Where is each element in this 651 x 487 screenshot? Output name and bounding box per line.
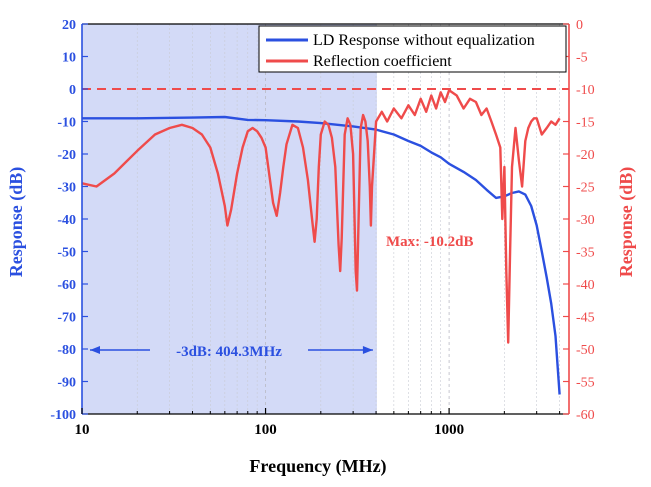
annotation-layer: -3dB: 404.3MHz Max: -10.2dB	[176, 234, 473, 360]
y-left-tick-label: 10	[62, 51, 76, 66]
legend-box	[258, 25, 567, 73]
y-left-tick-label: 0	[69, 83, 76, 98]
y-right-tick-label: -30	[576, 213, 595, 228]
bandwidth-arrow-right-head	[362, 346, 373, 354]
y-left-tick-label: -50	[57, 246, 76, 261]
y-left-tick-label: -20	[57, 148, 76, 163]
y-right-tick-label: -50	[576, 343, 595, 358]
y-left-tick-label: -70	[57, 311, 76, 326]
bandwidth-annotation: -3dB: 404.3MHz	[176, 344, 282, 360]
y-axis-right-title: Response (dB)	[616, 167, 637, 278]
y-right-tick-label: -55	[576, 376, 595, 391]
tick-layer: 20100-10-20-30-40-50-60-70-80-90-1000-5-…	[50, 18, 594, 438]
bandwidth-arrow-left-head	[90, 346, 100, 354]
y-right-tick-label: -60	[576, 408, 595, 423]
series-line-reflection	[81, 89, 561, 344]
y-right-tick-label: -20	[576, 148, 595, 163]
y-right-tick-label: -25	[576, 181, 595, 196]
y-left-tick-label: -60	[57, 278, 76, 293]
y-left-tick-label: -10	[57, 116, 76, 131]
max-annotation: Max: -10.2dB	[386, 234, 474, 250]
series-line-ld-response	[82, 115, 561, 395]
x-tick-label: 10	[75, 422, 90, 438]
y-right-tick-label: -10	[576, 83, 595, 98]
y-left-tick-label: -100	[50, 408, 76, 423]
y-right-tick-label: -15	[576, 116, 595, 131]
series-layer	[81, 88, 569, 395]
x-tick-label: 100	[254, 422, 277, 438]
y-left-tick-label: -90	[57, 376, 76, 391]
x-axis-title: Frequency (MHz)	[249, 456, 386, 477]
y-right-tick-label: -5	[576, 51, 588, 66]
y-right-tick-label: -35	[576, 246, 595, 261]
x-tick-label: 1000	[434, 422, 464, 438]
y-right-tick-label: -40	[576, 278, 595, 293]
bandwidth-arrow	[90, 346, 373, 354]
y-left-tick-label: -30	[57, 181, 76, 196]
y-axis-left-title: Response (dB)	[6, 167, 27, 278]
legend-label-ld-response: LD Response without equalization	[313, 32, 535, 49]
y-left-tick-label: 20	[62, 18, 76, 33]
y-left-tick-label: -40	[57, 213, 76, 228]
legend-label-reflection: Reflection coefficient	[313, 53, 452, 70]
y-right-tick-label: 0	[576, 18, 583, 33]
y-right-tick-label: -45	[576, 311, 595, 326]
legend: LD Response without equalization Reflect…	[258, 25, 567, 73]
y-left-tick-label: -80	[57, 343, 76, 358]
